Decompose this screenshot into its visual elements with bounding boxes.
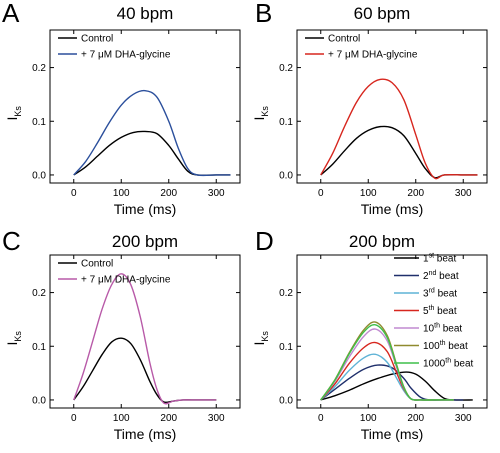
y-tick-label: 0.2 (32, 63, 46, 74)
legend-label: 5th beat (423, 305, 457, 317)
legend-label: + 7 μM DHA-glycine (81, 50, 171, 61)
x-tick-label: 200 (407, 413, 424, 424)
panel-letter: D (255, 226, 274, 256)
x-tick-label: 300 (455, 188, 472, 199)
x-tick-label: 300 (208, 413, 225, 424)
series-group (73, 89, 231, 177)
legend-label: 10th beat (423, 323, 462, 335)
plot-frame (49, 254, 241, 409)
y-axis-label-main: I (251, 342, 267, 346)
legend: Control + 7 μM DHA-glycine (58, 34, 171, 61)
plot-frame (296, 254, 488, 409)
x-tick-label: 100 (360, 188, 377, 199)
legend-label: 1st beat (423, 253, 456, 265)
legend: Control + 7 μM DHA-glycine (58, 259, 171, 286)
x-tick-label: 300 (455, 413, 472, 424)
y-tick-label: 0.0 (279, 170, 293, 181)
x-axis-label: Time (ms) (361, 201, 423, 217)
y-axis-label: IKs (251, 106, 270, 121)
panel-a: A 40 bpm 0 100 200 300 0.0 0.1 0.2 Time (ms) IKs Co… (2, 0, 241, 217)
legend-label: 2nd beat (423, 270, 459, 282)
x-tick-label: 0 (71, 413, 77, 424)
legend-label: + 7 μM DHA-glycine (328, 50, 418, 61)
x-tick-label: 200 (160, 413, 177, 424)
legend-label: 1000th beat (423, 358, 474, 370)
x-tick-label: 300 (208, 188, 225, 199)
y-axis-label: IKs (251, 331, 270, 346)
plot-frame (49, 29, 241, 184)
panel-c: C 200 bpm 0 100 200 300 0.0 0.1 0.2 Time (ms) IKs C… (2, 226, 241, 442)
series-line-1 (73, 130, 231, 176)
y-axis-label-main: I (4, 342, 20, 346)
series-line-2 (320, 78, 478, 180)
plot-frame (296, 29, 488, 184)
panel-d: D 200 bpm 0 100 200 300 0.0 0.1 0.2 Time (ms) IKs 1… (251, 226, 488, 442)
y-tick-label: 0.2 (279, 288, 293, 299)
panel-letter: C (2, 226, 21, 256)
legend: Control + 7 μM DHA-glycine (305, 34, 418, 61)
panel-letter: B (255, 0, 272, 28)
series-group (320, 321, 473, 401)
legend-label: 3rd beat (423, 288, 457, 300)
y-axis-label-sub: Ks (13, 331, 23, 342)
y-axis-label-sub: Ks (13, 106, 23, 117)
x-axis-label: Time (ms) (361, 426, 423, 442)
panel-title: 40 bpm (117, 4, 174, 23)
x-axis-label: Time (ms) (114, 201, 176, 217)
x-tick-label: 100 (360, 413, 377, 424)
x-tick-label: 100 (113, 188, 130, 199)
legend-label: Control (81, 259, 113, 270)
legend: 1st beat 2nd beat 3rd beat 5th beat 10th bea… (394, 253, 474, 370)
y-axis-label-main: I (251, 117, 267, 121)
x-axis-label: Time (ms) (114, 426, 176, 442)
series-line-1 (320, 371, 473, 401)
legend-label: + 7 μM DHA-glycine (81, 275, 171, 286)
y-tick-label: 0.1 (32, 117, 46, 128)
series-line-1 (320, 125, 478, 179)
panel-b: B 60 bpm 0 100 200 300 0.0 0.1 0.2 Time (ms) IKs Co… (251, 0, 488, 217)
y-axis-label-main: I (4, 117, 20, 121)
legend-label: Control (328, 34, 360, 45)
panel-title: 60 bpm (354, 4, 411, 23)
y-axis-label: IKs (4, 331, 23, 346)
series-line-7 (320, 323, 454, 401)
y-tick-label: 0.1 (279, 117, 293, 128)
y-tick-label: 0.0 (32, 395, 46, 406)
series-line-1 (73, 337, 217, 404)
x-tick-label: 0 (318, 188, 324, 199)
series-group (320, 78, 478, 180)
x-tick-label: 200 (160, 188, 177, 199)
x-tick-label: 100 (113, 413, 130, 424)
y-axis-label-sub: Ks (260, 331, 270, 342)
x-tick-label: 0 (318, 413, 324, 424)
legend-label: Control (81, 34, 113, 45)
x-tick-label: 0 (71, 188, 77, 199)
y-tick-label: 0.2 (279, 63, 293, 74)
y-tick-label: 0.2 (32, 288, 46, 299)
panel-letter: A (2, 0, 20, 28)
x-tick-label: 200 (407, 188, 424, 199)
legend-label: 100th beat (423, 340, 468, 352)
panel-title: 200 bpm (112, 232, 178, 251)
y-tick-label: 0.0 (279, 395, 293, 406)
series-line-2 (73, 273, 217, 405)
y-tick-label: 0.0 (32, 170, 46, 181)
y-tick-label: 0.1 (32, 342, 46, 353)
series-group (73, 273, 217, 405)
y-axis-label: IKs (4, 106, 23, 121)
panel-title: 200 bpm (349, 232, 415, 251)
series-line-2 (73, 89, 231, 177)
y-axis-label-sub: Ks (260, 106, 270, 117)
y-tick-label: 0.1 (279, 342, 293, 353)
